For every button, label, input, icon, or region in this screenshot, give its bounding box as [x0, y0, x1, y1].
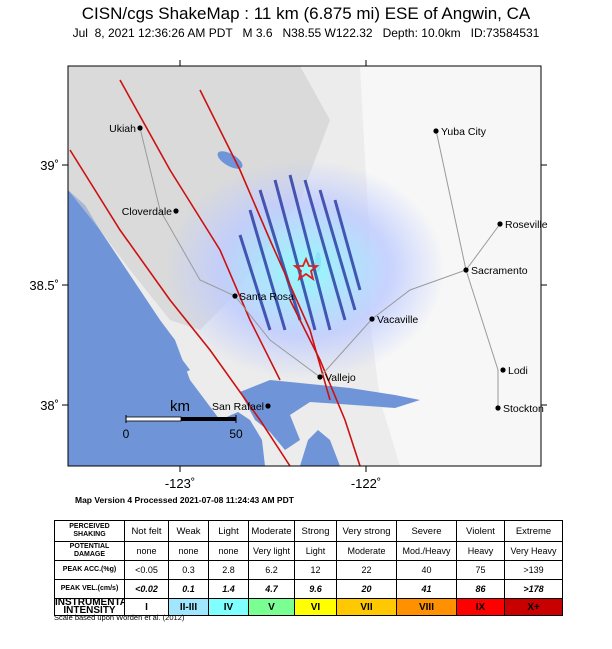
legend-cell: >178: [504, 579, 563, 599]
map-title: CISN/cgs ShakeMap : 11 km (6.875 mi) ESE…: [81, 4, 531, 23]
legend-cell: Moderate: [336, 541, 397, 561]
legend-cell: 20: [336, 579, 397, 599]
lat-label-38: 38˚: [40, 398, 59, 413]
legend-cell: Violent: [456, 520, 505, 542]
legend-cell: Extreme: [504, 520, 563, 542]
legend-cell: V: [248, 598, 295, 616]
legend-row: INSTRUMENTAL INTENSITYIII-IIIIVVVIVIIVII…: [54, 598, 563, 616]
legend-cell: 6.2: [248, 560, 295, 580]
legend-cell: VII: [336, 598, 397, 616]
legend-row-header: PEAK ACC.(%g): [54, 560, 125, 580]
legend-cell: 4.7: [248, 579, 295, 599]
legend-cell: 22: [336, 560, 397, 580]
city-label-cloverdale: Cloverdale: [122, 206, 172, 218]
city-label-sacramento: Sacramento: [471, 265, 528, 277]
legend-cell: IV: [208, 598, 249, 616]
bay-water: [240, 380, 420, 450]
city-label-stockton: Stockton: [503, 403, 544, 415]
event-details: Jul 8, 2021 12:36:26 AM PDT M 3.6 N38.55…: [72, 26, 540, 40]
scale-bar: [125, 415, 237, 423]
legend-cell: 86: [456, 579, 505, 599]
legend-cell: I: [124, 598, 169, 616]
legend-row-header: PEAK VEL.(cm/s): [54, 579, 125, 599]
legend-cell: 12: [294, 560, 337, 580]
legend-cell: <0.02: [124, 579, 169, 599]
legend-cell: Very Heavy: [504, 541, 563, 561]
legend-cell: Severe: [396, 520, 457, 542]
city-label-vallejo: Vallejo: [325, 372, 356, 384]
legend-cell: VIII: [396, 598, 457, 616]
legend-cell: Mod./Heavy: [396, 541, 457, 561]
roads: [139, 127, 501, 408]
scale-bar-end: 50: [229, 427, 243, 441]
legend-cell: <0.05: [124, 560, 169, 580]
map-version: Map Version 4 Processed 2021-07-08 11:24…: [75, 495, 294, 505]
legend-row: PEAK VEL.(cm/s) <0.02 0.1 1.4 4.7 9.6 20 41 86 >1…: [54, 579, 563, 599]
legend-cell: 9.6: [294, 579, 337, 599]
city-label-san-rafael: San Rafael: [212, 401, 264, 413]
shaking-intensity-area: [165, 160, 445, 380]
legend-cell: VI: [294, 598, 337, 616]
legend-row: PERCEIVED SHAKING Not felt Weak Light Modera…: [54, 520, 563, 542]
lon-label-122: -122˚: [351, 476, 381, 491]
scale-footnote: Scale based upon Worden et al. (2012): [54, 613, 185, 622]
clear-lake: [217, 151, 243, 169]
city-label-yuba-city: Yuba City: [441, 126, 487, 138]
legend-cell: 40: [396, 560, 457, 580]
shakemap-map: 39˚ 38.5˚ 38˚ -123˚ -122˚ Ukiah Yuba Cit…: [29, 60, 548, 491]
legend-cell: Heavy: [456, 541, 505, 561]
legend-row: POTENTIAL DAMAGE none none none Very light Li…: [54, 541, 563, 561]
legend-cell: 2.8: [208, 560, 249, 580]
legend-cell: none: [124, 541, 169, 561]
legend-cell: Very light: [248, 541, 295, 561]
legend-cell: none: [168, 541, 209, 561]
legend-row-header: PERCEIVED SHAKING: [54, 520, 125, 542]
legend-cell: X+: [504, 598, 563, 616]
central-valley: [360, 66, 541, 466]
scale-bar-start: 0: [123, 427, 130, 441]
legend-cell: IX: [456, 598, 505, 616]
epicenter-star-icon: [292, 256, 320, 282]
legend-cell: >139: [504, 560, 563, 580]
lat-label-39: 39˚: [40, 158, 59, 173]
legend-cell: 0.3: [168, 560, 209, 580]
city-label-ukiah: Ukiah: [109, 123, 136, 135]
lon-label-123: -123˚: [165, 476, 195, 491]
city-label-vacaville: Vacaville: [377, 314, 418, 326]
legend-cell: Light: [294, 541, 337, 561]
lat-label-38-5: 38.5˚: [29, 278, 59, 293]
legend-cell: Moderate: [248, 520, 295, 542]
legend-cell: Weak: [168, 520, 209, 542]
hillshade: [68, 66, 330, 330]
legend-row-header: POTENTIAL DAMAGE: [54, 541, 125, 561]
legend-row: PEAK ACC.(%g) <0.05 0.3 2.8 6.2 12 22 40 75 >139: [54, 560, 563, 580]
legend-cell: 0.1: [168, 579, 209, 599]
legend-cell: none: [208, 541, 249, 561]
shaking-streaks: [238, 174, 362, 331]
tomales-bay: [156, 330, 190, 372]
legend-cell: Very strong: [336, 520, 397, 542]
city-label-santa-rosa: Santa Rosa: [239, 291, 294, 303]
legend-cell: 41: [396, 579, 457, 599]
fault-lines: [69, 79, 361, 466]
intensity-legend: PERCEIVED SHAKING Not felt Weak Light Modera…: [54, 520, 563, 616]
legend-cell: Not felt: [124, 520, 169, 542]
map-frame: [67, 65, 542, 467]
legend-cell: Strong: [294, 520, 337, 542]
city-label-lodi: Lodi: [508, 365, 528, 377]
city-label-roseville: Roseville: [505, 219, 548, 231]
legend-cell: 1.4: [208, 579, 249, 599]
legend-cell: 75: [456, 560, 505, 580]
legend-cell: Light: [208, 520, 249, 542]
legend-cell: II-III: [168, 598, 209, 616]
latitude-ticks: [62, 60, 547, 472]
legend-row-header: INSTRUMENTAL INTENSITY: [54, 598, 125, 616]
scale-bar-unit: km: [170, 398, 190, 415]
city-markers: [137, 125, 506, 411]
